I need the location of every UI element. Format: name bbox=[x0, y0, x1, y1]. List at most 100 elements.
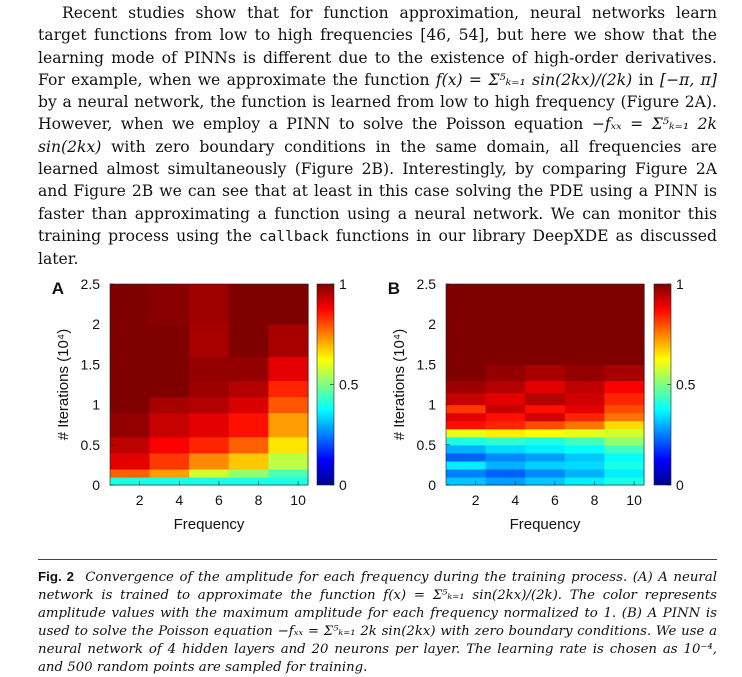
heatmap-cell bbox=[624, 436, 645, 446]
heatmap-cell bbox=[485, 460, 506, 470]
heatmap-cell bbox=[604, 444, 625, 454]
heatmap-cell bbox=[525, 412, 546, 422]
caption-text-d: , and 500 random points are sampled for … bbox=[38, 642, 717, 675]
heatmap-cell bbox=[169, 380, 190, 398]
heatmap-cell bbox=[149, 356, 170, 382]
caption-math-lr: 10⁻⁴ bbox=[683, 642, 713, 657]
heatmap-cell bbox=[525, 444, 546, 454]
heatmap-cell bbox=[545, 428, 566, 438]
heatmap-cell bbox=[604, 364, 625, 382]
x-tick-label: 2 bbox=[136, 492, 144, 508]
heatmap-cell bbox=[505, 364, 526, 382]
heatmap-cell bbox=[505, 412, 526, 422]
y-tick-label: 1 bbox=[428, 397, 436, 413]
heatmap-cell bbox=[525, 380, 546, 394]
heatmap-cell bbox=[624, 380, 645, 394]
heatmap-cell bbox=[248, 468, 269, 478]
heatmap-cell bbox=[525, 436, 546, 446]
heatmap-cell bbox=[248, 356, 269, 382]
heatmap-cell bbox=[564, 468, 586, 478]
heatmap-cell bbox=[564, 436, 586, 446]
heatmap-cell bbox=[149, 476, 170, 486]
heatmap-cell bbox=[268, 436, 289, 454]
heatmap-cell bbox=[110, 476, 131, 486]
heatmap-cell bbox=[446, 476, 467, 486]
x-tick-label: 10 bbox=[626, 492, 642, 508]
x-axis-label: Frequency bbox=[174, 516, 245, 533]
heatmap-cell bbox=[110, 396, 131, 414]
panel-label: B bbox=[388, 279, 400, 298]
heatmap-cell bbox=[228, 396, 250, 414]
heatmap-cell bbox=[288, 452, 309, 470]
colorbar-tick-label: 1 bbox=[339, 276, 347, 292]
heatmap-cell bbox=[149, 412, 170, 438]
heatmap-cell bbox=[288, 396, 309, 414]
heatmap-cell bbox=[584, 460, 605, 470]
heatmap-cell bbox=[465, 428, 487, 438]
heatmap-cell bbox=[505, 428, 526, 438]
y-tick-label: 2.5 bbox=[417, 276, 437, 292]
heatmap-cell bbox=[624, 404, 645, 414]
heatmap-cell bbox=[268, 356, 289, 382]
heatmap-cell bbox=[129, 356, 151, 382]
y-tick-label: 1 bbox=[92, 397, 100, 413]
heatmap-cell bbox=[485, 476, 506, 486]
heatmap-cell bbox=[525, 284, 546, 365]
y-axis-label: # Iterations (10⁴) bbox=[391, 329, 408, 441]
plot-frame bbox=[109, 283, 309, 486]
heatmap-cell bbox=[465, 460, 487, 470]
heatmap-cell bbox=[169, 412, 190, 438]
heatmap-cell bbox=[189, 452, 210, 470]
heatmap-cell bbox=[228, 324, 250, 357]
heatmap-cell bbox=[446, 428, 467, 438]
heatmap-cell bbox=[604, 404, 625, 414]
heatmap-cell bbox=[465, 380, 487, 394]
heatmap-cell bbox=[446, 392, 467, 406]
caption-text-a: Convergence of the amplitude for each fr… bbox=[38, 570, 717, 603]
heatmap-cell bbox=[169, 284, 190, 325]
x-tick-label: 6 bbox=[551, 492, 559, 508]
heatmap-cell bbox=[110, 324, 131, 357]
heatmap-cell bbox=[584, 436, 605, 446]
math-pde: −fₓₓ = Σ⁵ₖ₌₁ 2k sin(2kx) bbox=[38, 115, 717, 156]
heatmap-cell bbox=[505, 468, 526, 478]
heatmap-cell bbox=[604, 380, 625, 394]
heatmap-cell bbox=[485, 436, 506, 446]
heatmap-cell bbox=[446, 412, 467, 422]
heatmap-cell bbox=[110, 452, 131, 470]
caption-text-c: with zero boundary conditions. We use a … bbox=[38, 624, 718, 657]
heatmap-cell bbox=[465, 364, 487, 382]
heatmap-cell bbox=[485, 404, 506, 414]
x-tick-label: 6 bbox=[215, 492, 223, 508]
math-function: f(x) = Σ⁵ₖ₌₁ sin(2kx)/(2k) bbox=[435, 70, 633, 89]
heatmap-cell bbox=[169, 436, 190, 454]
heatmap-cell bbox=[525, 428, 546, 438]
x-tick-label: 2 bbox=[472, 492, 480, 508]
heatmap-cell bbox=[545, 468, 566, 478]
heatmap-cell bbox=[564, 444, 586, 454]
heatmap-cell bbox=[446, 468, 467, 478]
figure-caption: Fig. 2 Convergence of the amplitude for … bbox=[38, 559, 717, 677]
heatmap-cell bbox=[149, 380, 170, 398]
heatmap-cell bbox=[465, 436, 487, 446]
heatmap-cell bbox=[564, 284, 586, 365]
y-tick-label: 0 bbox=[428, 477, 436, 493]
heatmap-cell bbox=[624, 392, 645, 406]
x-axis-label: Frequency bbox=[510, 516, 581, 533]
x-tick-label: 10 bbox=[290, 492, 306, 508]
caption-math-pde: −fₓₓ = Σ⁵ₖ₌₁ 2k sin(2kx) bbox=[277, 624, 436, 639]
colorbar-tick-label: 1 bbox=[676, 276, 684, 292]
heatmap-cell bbox=[149, 396, 170, 414]
heatmap-cell bbox=[129, 452, 151, 470]
heatmap-cell bbox=[189, 380, 210, 398]
caption-label: Fig. 2 bbox=[38, 569, 75, 584]
heatmap-cell bbox=[545, 380, 566, 394]
heatmap-cell bbox=[564, 428, 586, 438]
x-tick-label: 8 bbox=[591, 492, 599, 508]
heatmap-cell bbox=[110, 284, 131, 325]
y-tick-label: 0 bbox=[92, 477, 100, 493]
heatmap-cell bbox=[268, 380, 289, 398]
heatmap-cell bbox=[545, 364, 566, 382]
